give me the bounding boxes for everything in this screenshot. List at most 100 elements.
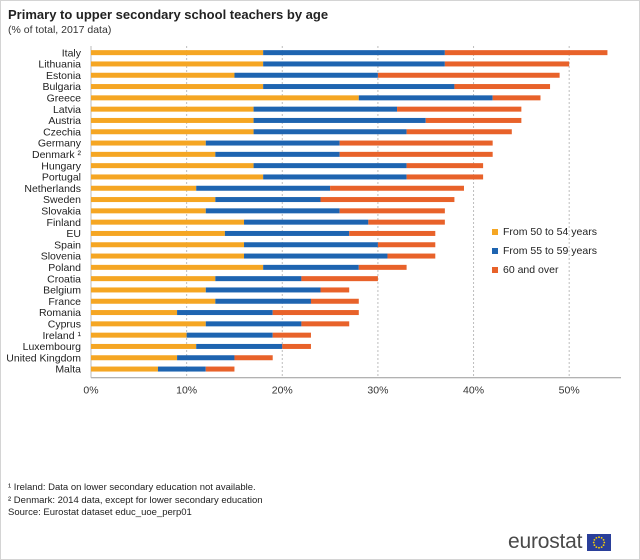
- legend-item-s1: From 50 to 54 years: [492, 222, 597, 241]
- flag-star: [595, 536, 598, 539]
- bar-segment: [196, 343, 283, 349]
- category-label: Germany: [38, 138, 82, 150]
- bar-segment: [224, 230, 350, 236]
- bar-segment: [234, 72, 378, 78]
- x-tick-label: 0%: [83, 385, 98, 397]
- bar-segment: [91, 253, 245, 259]
- bar-segment: [263, 84, 455, 90]
- bar-segment: [406, 129, 512, 135]
- category-label: Portugal: [42, 172, 81, 184]
- category-label: Finland: [47, 217, 82, 229]
- bar-segment: [339, 208, 445, 214]
- x-tick-label: 50%: [559, 385, 580, 397]
- bar-segment: [91, 321, 206, 327]
- footnote-ireland: ¹ Ireland: Data on lower secondary educa…: [8, 482, 256, 493]
- legend-label-s3: 60 and over: [503, 263, 559, 276]
- category-label: Poland: [48, 262, 81, 274]
- flag-star: [602, 538, 605, 541]
- bar-segment: [91, 197, 216, 203]
- category-label: Latvia: [53, 104, 81, 116]
- bar-segment: [205, 366, 235, 372]
- eurostat-logo: eurostat: [508, 530, 612, 554]
- bar-segment: [91, 106, 254, 112]
- bar-segment: [91, 287, 206, 293]
- bar-segment: [358, 95, 493, 101]
- x-tick-label: 30%: [367, 385, 388, 397]
- category-label: Sweden: [43, 194, 81, 206]
- category-label: Bulgaria: [42, 81, 81, 93]
- bar-segment: [91, 129, 254, 135]
- bar-segment: [320, 287, 350, 293]
- bar-segment: [406, 163, 484, 169]
- chart-title: Primary to upper secondary school teache…: [8, 7, 329, 22]
- flag-star: [601, 545, 603, 548]
- bar-segment: [444, 50, 608, 56]
- legend-item-s3: 60 and over: [492, 260, 597, 279]
- bar-segment: [301, 276, 378, 282]
- legend-label-s2: From 55 to 59 years: [503, 244, 597, 257]
- category-label: Lithuania: [38, 59, 81, 71]
- footnote-source: Source: Eurostat dataset educ_uoe_perp01: [8, 507, 192, 518]
- bar-segment: [244, 219, 369, 225]
- bar-segment: [215, 151, 340, 157]
- category-label: Ireland ¹: [42, 330, 81, 342]
- bar-segment: [157, 366, 206, 372]
- bar-segment: [339, 151, 493, 157]
- flag-star: [598, 546, 601, 549]
- category-label: France: [48, 296, 81, 308]
- category-label: Denmark ²: [32, 149, 82, 161]
- category-label: Slovakia: [41, 205, 81, 217]
- eu-flag-icon: [587, 533, 612, 551]
- legend-swatch-s1: [492, 228, 498, 235]
- category-label: Slovenia: [41, 251, 81, 263]
- category-label: Belgium: [43, 285, 81, 297]
- legend: From 50 to 54 years From 55 to 59 years …: [492, 222, 597, 279]
- bar-segment: [377, 72, 560, 78]
- bar-segment: [397, 106, 522, 112]
- bar-segment: [234, 355, 273, 361]
- bar-segment: [339, 140, 493, 146]
- bar-segment: [253, 129, 407, 135]
- bar-segment: [253, 106, 398, 112]
- flag-star: [593, 538, 596, 541]
- bar-segment: [91, 366, 158, 372]
- x-tick-label: 10%: [176, 385, 197, 397]
- bar-segment: [205, 321, 302, 327]
- flag-star: [602, 543, 605, 546]
- category-label: Romania: [39, 307, 81, 319]
- bar-segment: [368, 219, 445, 225]
- category-label: Cyprus: [48, 318, 81, 330]
- category-label: Austria: [48, 115, 81, 127]
- bar-segment: [454, 84, 551, 90]
- bar-segment: [91, 219, 245, 225]
- bar-segment: [406, 174, 484, 180]
- bar-segment: [282, 343, 311, 349]
- legend-label-s1: From 50 to 54 years: [503, 225, 597, 238]
- legend-item-s2: From 55 to 59 years: [492, 241, 597, 260]
- flag-star: [595, 545, 598, 548]
- flag-star: [603, 541, 606, 543]
- bar-segment: [91, 242, 245, 248]
- category-label: Malta: [55, 364, 81, 376]
- bar-segment: [205, 140, 340, 146]
- flag-star: [593, 543, 596, 546]
- bar-segment: [215, 298, 311, 304]
- bar-segment: [272, 310, 359, 316]
- bar-segment: [177, 310, 273, 316]
- bar-segment: [320, 197, 455, 203]
- category-label: EU: [66, 228, 81, 240]
- bar-segment: [358, 264, 407, 270]
- bar-segment: [215, 276, 302, 282]
- bar-segment: [301, 321, 350, 327]
- bar-segment: [91, 264, 264, 270]
- bar-segment: [91, 298, 216, 304]
- bar-segment: [263, 50, 445, 56]
- flag-star: [593, 541, 595, 543]
- category-label: Czechia: [43, 126, 81, 138]
- bar-segment: [263, 174, 407, 180]
- bar-segment: [91, 84, 264, 90]
- bar-segment: [310, 298, 359, 304]
- bar-segment: [91, 185, 197, 191]
- bar-segment: [91, 50, 264, 56]
- bar-segment: [349, 230, 436, 236]
